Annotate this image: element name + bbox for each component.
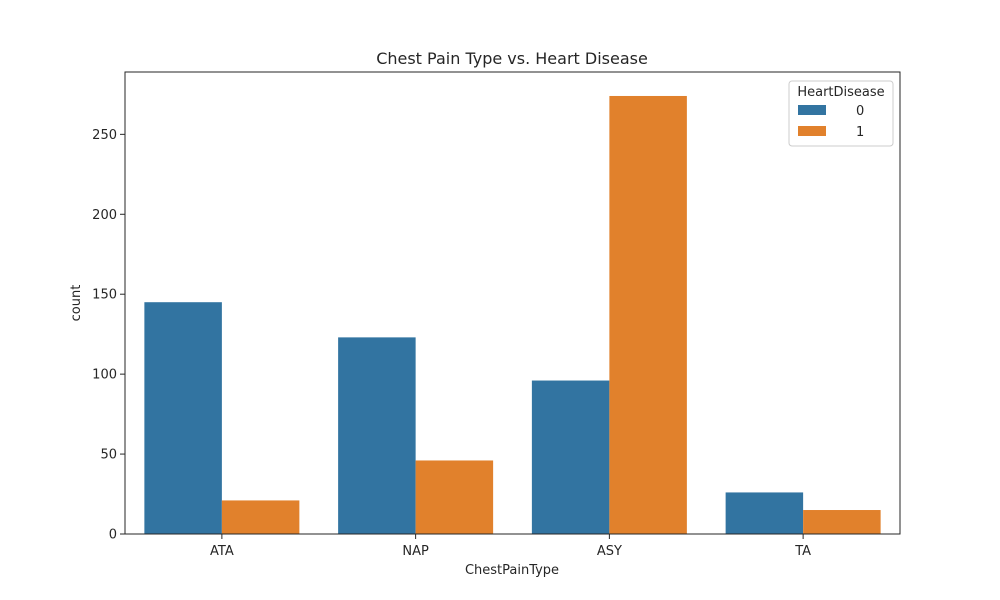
legend: HeartDisease 01 — [788, 80, 894, 147]
bar-ata-series-1 — [221, 500, 300, 534]
legend-swatch-series-0 — [798, 105, 826, 115]
x-tick-label: ASY — [597, 544, 622, 559]
plot-frame — [124, 71, 901, 535]
bar-ta-series-1 — [803, 510, 881, 534]
legend-label-series-0: 0 — [856, 104, 864, 119]
plot-area: ATA NAP ASY TA 0 50 100 150 200 250 — [92, 71, 901, 559]
y-tick-label: 50 — [100, 448, 117, 463]
legend-items: 01 — [798, 104, 864, 140]
bar-ata-series-0 — [144, 302, 222, 534]
y-tick-label: 200 — [92, 208, 117, 223]
y-tick-label: 150 — [92, 288, 117, 303]
bar-nap-series-0 — [338, 337, 416, 534]
legend-title: HeartDisease — [797, 85, 884, 100]
bar-ta-series-0 — [725, 492, 804, 534]
y-tick-label: 250 — [92, 128, 117, 143]
bar-asy-series-1 — [609, 95, 687, 534]
bar-nap-series-1 — [415, 460, 494, 534]
chart-title: Chest Pain Type vs. Heart Disease — [376, 49, 648, 68]
legend-swatch-series-1 — [798, 126, 826, 136]
x-tick-label: ATA — [210, 544, 234, 559]
legend-label-series-1: 1 — [856, 125, 864, 140]
bar-asy-series-0 — [531, 380, 610, 534]
y-axis-label: count — [69, 285, 84, 322]
x-tick-label: TA — [794, 544, 811, 559]
x-axis-label: ChestPainType — [465, 563, 559, 578]
y-tick-label: 0 — [109, 528, 117, 543]
x-tick-label: NAP — [402, 544, 429, 559]
y-tick-label: 100 — [92, 368, 117, 383]
